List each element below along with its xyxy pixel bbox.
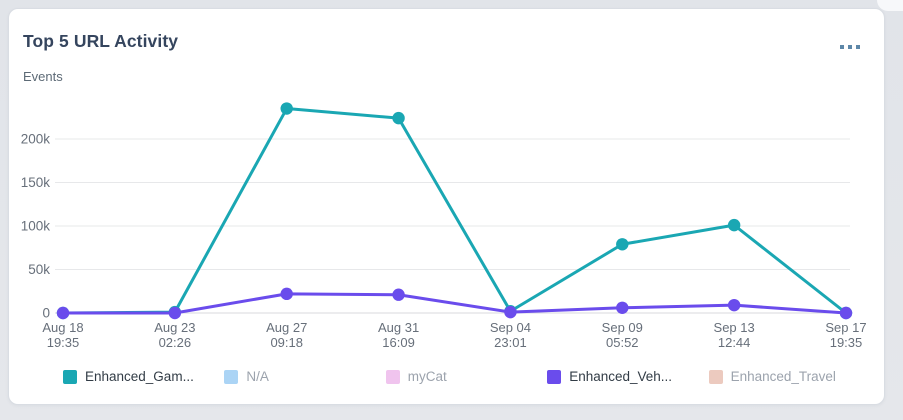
legend-item-mycat[interactable]: myCat — [376, 369, 537, 384]
legend-swatch-teal — [63, 369, 77, 384]
legend-label: myCat — [407, 369, 447, 384]
legend-swatch-pink — [385, 369, 400, 384]
data-point[interactable] — [392, 288, 405, 301]
x-axis-tick-label: Aug 23 02:26 — [154, 320, 195, 350]
x-axis-tick-label: Aug 31 16:09 — [378, 320, 419, 350]
legend-swatch-purple — [547, 369, 562, 384]
data-point[interactable] — [727, 298, 741, 312]
y-axis-title: Events — [23, 69, 63, 84]
data-point[interactable] — [392, 111, 405, 125]
data-point[interactable] — [616, 301, 629, 314]
y-axis-tick-label: 200k — [21, 132, 51, 147]
data-point[interactable] — [839, 306, 853, 320]
x-axis-tick-label: Aug 18 19:35 — [42, 320, 83, 350]
legend-label: Enhanced_Gam... — [85, 369, 194, 384]
data-point[interactable] — [280, 287, 293, 301]
data-point[interactable] — [56, 306, 70, 320]
ellipsis-menu-icon — [840, 45, 844, 49]
data-point[interactable] — [280, 102, 293, 115]
x-axis-tick-label: Sep 13 12:44 — [714, 320, 755, 350]
card-title: Top 5 URL Activity — [23, 31, 179, 51]
x-axis-tick-label: Aug 27 09:18 — [266, 320, 307, 350]
line-chart: 0 50k 100k 150k 200k Aug 18 19:35 Aug 23 02:26 Au… — [21, 102, 867, 350]
x-axis-tick-label: Sep 09 05:52 — [602, 320, 643, 350]
data-point[interactable] — [727, 218, 741, 232]
y-axis-tick-label: 0 — [42, 306, 50, 321]
data-point[interactable] — [504, 305, 517, 319]
adjacent-card-corner — [877, 0, 903, 11]
ellipsis-menu-icon — [848, 45, 852, 49]
y-axis-tick-label: 50k — [28, 262, 50, 277]
data-point[interactable] — [168, 306, 182, 320]
legend-item-enhanced-gam[interactable]: Enhanced_Gam... — [53, 369, 214, 384]
x-axis-tick-label: Sep 17 19:35 — [825, 320, 866, 350]
legend-swatch-tan — [708, 369, 723, 384]
legend-label: N/A — [246, 369, 269, 384]
series-line — [61, 292, 848, 315]
legend-label: Enhanced_Travel — [730, 369, 836, 384]
chart-legend: Enhanced_Gam... N/A myCat Enhanced_Veh..… — [53, 369, 860, 384]
legend-swatch-light-blue — [224, 369, 239, 384]
series-line — [61, 107, 848, 315]
y-axis-tick-label: 150k — [21, 175, 51, 190]
card-options-button[interactable] — [838, 39, 862, 55]
y-axis-tick-label: 100k — [21, 219, 51, 234]
top-5-url-activity-card: Top 5 URL Activity Events 0 50k 100k 150k 20… — [8, 8, 885, 405]
legend-item-enhanced-veh[interactable]: Enhanced_Veh... — [537, 369, 698, 384]
legend-item-na[interactable]: N/A — [214, 369, 375, 384]
x-axis-tick-label: Sep 04 23:01 — [490, 320, 531, 350]
data-point[interactable] — [616, 238, 629, 251]
legend-item-enhanced-travel[interactable]: Enhanced_Travel — [699, 369, 860, 384]
legend-label: Enhanced_Veh... — [569, 369, 673, 384]
ellipsis-menu-icon — [856, 45, 860, 49]
